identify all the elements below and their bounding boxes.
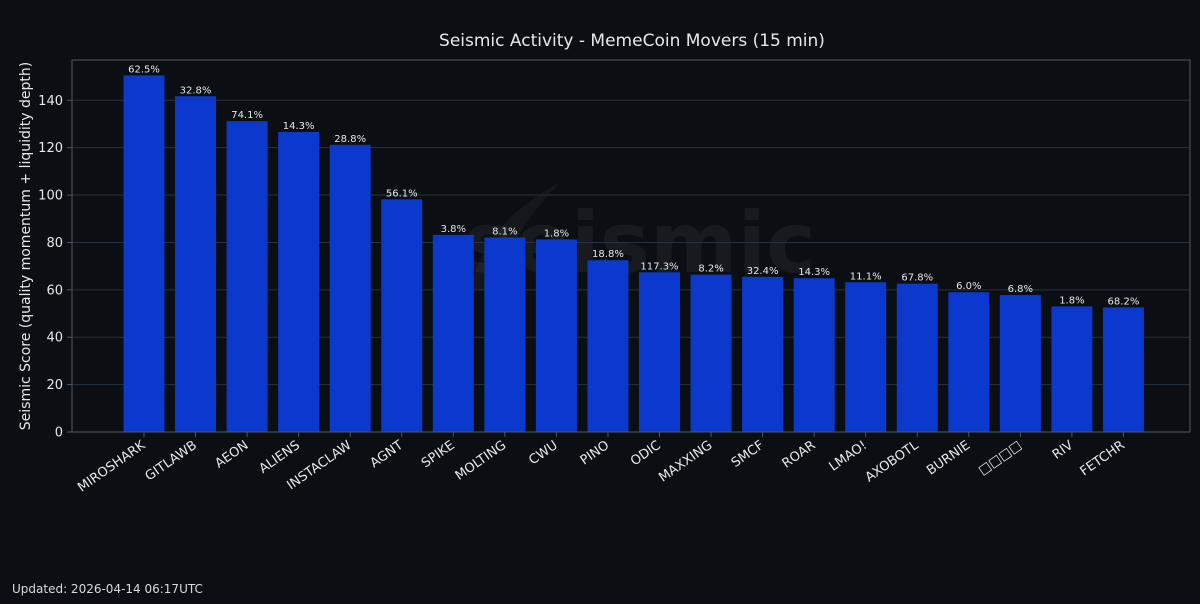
x-tick-label: AGNT: [368, 438, 406, 471]
data-label: 1.8%: [544, 228, 569, 239]
y-tick-label: 140: [38, 94, 63, 109]
y-axis-label: Seismic Score (quality momentum + liquid…: [18, 62, 34, 430]
updated-timestamp: Updated: 2026-04-14 06:17UTC: [12, 582, 203, 596]
data-label: 32.4%: [747, 266, 779, 277]
y-tick-label: 0: [55, 426, 63, 441]
plot-frame: [71, 59, 1191, 433]
data-label: 6.8%: [1008, 284, 1033, 295]
data-label: 8.1%: [492, 226, 517, 237]
data-label: 6.0%: [956, 281, 981, 292]
bar: [484, 237, 526, 432]
x-tick-label: BURNIE: [924, 438, 973, 479]
data-label: 62.5%: [128, 64, 160, 75]
y-tick-label: 80: [46, 236, 63, 251]
y-tick-label: 60: [46, 283, 63, 298]
y-tick-label: 100: [38, 189, 63, 204]
bar: [845, 282, 887, 432]
bars: [123, 75, 1144, 432]
bar: [278, 132, 320, 432]
data-label: 74.1%: [231, 110, 263, 121]
x-tick-label: SPIKE: [419, 438, 458, 471]
data-label: 11.1%: [850, 271, 882, 282]
x-tick-label: AXOBOTL: [863, 438, 922, 486]
data-label: 28.8%: [334, 134, 366, 145]
data-label: 68.2%: [1108, 296, 1140, 307]
bar: [381, 199, 423, 432]
bar: [1051, 306, 1093, 432]
x-tick-label: MIROSHARK: [75, 438, 149, 496]
bar: [123, 75, 165, 432]
x-tick-label: FETCHR: [1078, 438, 1128, 479]
data-label: 56.1%: [386, 188, 418, 199]
data-label: 14.3%: [798, 267, 830, 278]
bar: [896, 283, 938, 432]
bar: [587, 260, 629, 432]
chart-title: Seismic Activity - MemeCoin Movers (15 m…: [439, 31, 825, 51]
axes: [67, 59, 1191, 437]
bar: [793, 278, 835, 432]
x-tick-label: AEON: [212, 438, 251, 472]
bar: [999, 295, 1041, 432]
data-label: 67.8%: [901, 273, 933, 284]
x-tick-label: MAXXING: [656, 438, 715, 486]
x-tick-label: □□□□: [976, 438, 1025, 478]
x-tick-label: CWU: [526, 438, 560, 468]
data-label: 3.8%: [441, 224, 466, 235]
data-label: 8.2%: [698, 264, 723, 275]
bar: [1102, 307, 1144, 432]
bar: [535, 239, 577, 432]
bar: [690, 274, 732, 432]
bar: [329, 144, 371, 432]
x-tick-label: PINO: [578, 438, 613, 468]
bar: [742, 276, 784, 432]
x-tick-label: SMCF: [729, 438, 767, 471]
y-tick-label: 120: [38, 141, 63, 156]
x-tick-label: ROAR: [780, 438, 819, 471]
x-tick-label: MOLTING: [453, 438, 510, 484]
bar: [948, 292, 990, 432]
bar: [175, 96, 217, 432]
x-tick-label: ALIENS: [257, 438, 303, 477]
y-tick-label: 20: [46, 378, 63, 393]
data-label: 32.8%: [180, 85, 212, 96]
data-label: 18.8%: [592, 249, 624, 260]
data-label: 14.3%: [283, 121, 315, 132]
bar: [639, 272, 680, 432]
x-tick-label: LMAO!: [827, 438, 870, 475]
x-tick-label: ODIC: [628, 438, 664, 469]
data-label: 117.3%: [640, 261, 678, 272]
bar: [226, 121, 268, 432]
bar: [432, 234, 474, 432]
y-tick-label: 40: [46, 331, 63, 346]
x-tick-label: GITLAWB: [143, 438, 200, 484]
data-label: 1.8%: [1059, 295, 1084, 306]
x-tick-label: RIV: [1050, 438, 1077, 463]
